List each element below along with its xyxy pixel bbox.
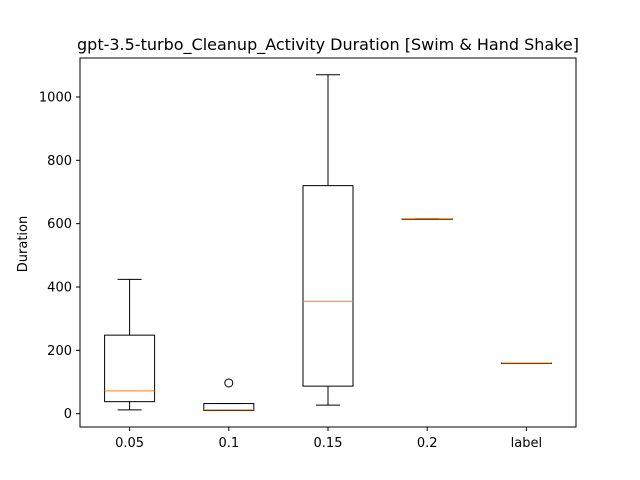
y-axis-label: Duration [16,216,31,272]
plot-area: 0 200 400 600 800 1000 0.05 0.1 0.15 0.2 label [39,74,552,451]
box-group-0.05 [104,278,156,411]
box-group-0.15 [302,74,354,406]
y-tick-label: 600 [47,217,72,232]
outlier-point [224,378,234,388]
y-tick-label: 800 [47,154,72,169]
box-group-label [500,362,552,365]
y-tick-label: 200 [47,344,72,359]
x-tick-label: 0.05 [115,436,144,451]
y-tick-label: 400 [47,281,72,296]
x-tick-label: 0.2 [417,436,438,451]
box [104,334,156,403]
y-tick-label: 0 [64,407,72,422]
box-group-0.2 [401,218,453,220]
box-group-0.1 [203,378,255,412]
chart-title: gpt-3.5-turbo_Cleanup_Activity Duration … [77,35,579,55]
x-tick-label: label [511,436,542,451]
box [203,403,255,412]
plot-frame [79,57,577,428]
x-tick-label: 0.1 [218,436,239,451]
x-tick-label: 0.15 [314,436,343,451]
box [302,185,354,387]
y-tick-label: 1000 [39,90,72,105]
